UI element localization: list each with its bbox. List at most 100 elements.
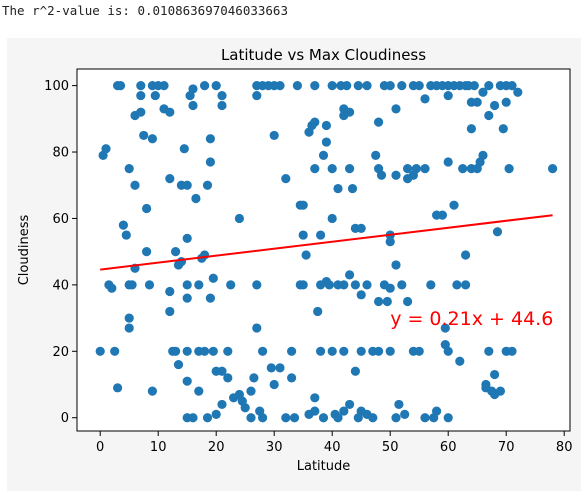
data-point bbox=[333, 413, 343, 423]
y-tick-label: 80 bbox=[52, 146, 69, 161]
r-squared-output: The r^2-value is: 0.010863697046033663 bbox=[2, 3, 288, 18]
data-point bbox=[121, 230, 131, 240]
data-point bbox=[339, 406, 349, 416]
data-point bbox=[345, 164, 355, 174]
y-axis-ticks: 0 20 40 60 80 100 bbox=[44, 79, 77, 426]
axes-background bbox=[77, 69, 570, 431]
data-point bbox=[490, 100, 500, 111]
data-point bbox=[356, 346, 366, 356]
data-point bbox=[130, 180, 140, 190]
y-axis-label: Cloudiness bbox=[17, 215, 32, 286]
data-point bbox=[411, 164, 421, 174]
data-point bbox=[478, 150, 488, 160]
data-point bbox=[443, 157, 453, 167]
data-point bbox=[513, 87, 523, 97]
data-point bbox=[165, 306, 175, 317]
data-point bbox=[182, 346, 192, 356]
data-point bbox=[391, 170, 401, 180]
data-point bbox=[484, 81, 494, 91]
data-point bbox=[147, 134, 157, 144]
data-point bbox=[191, 193, 201, 204]
data-point bbox=[382, 296, 392, 307]
data-point bbox=[342, 81, 352, 91]
data-point bbox=[266, 363, 276, 373]
data-point bbox=[165, 286, 175, 297]
data-point bbox=[420, 413, 430, 423]
data-point bbox=[200, 81, 210, 91]
data-point bbox=[339, 280, 349, 290]
x-tick-label: 10 bbox=[150, 440, 167, 455]
data-point bbox=[507, 346, 517, 356]
data-point bbox=[310, 164, 320, 174]
data-point bbox=[403, 164, 413, 174]
x-axis-ticks: 0 10 20 30 40 50 60 70 80 bbox=[96, 431, 572, 455]
data-point bbox=[507, 81, 517, 91]
data-point bbox=[385, 346, 395, 356]
data-point bbox=[397, 280, 407, 290]
data-point bbox=[458, 164, 468, 174]
data-point bbox=[385, 237, 395, 247]
data-point bbox=[298, 230, 308, 240]
data-point bbox=[298, 200, 308, 210]
x-axis-label: Latitude bbox=[297, 459, 351, 474]
x-tick-label: 80 bbox=[556, 440, 573, 455]
data-point bbox=[356, 290, 366, 300]
data-point bbox=[374, 346, 384, 356]
data-point bbox=[173, 359, 184, 370]
data-point bbox=[194, 280, 204, 290]
data-point bbox=[269, 379, 279, 390]
data-point bbox=[258, 413, 268, 423]
y-tick-label: 20 bbox=[52, 345, 69, 360]
data-point bbox=[327, 164, 337, 174]
data-point bbox=[240, 403, 250, 413]
data-point bbox=[202, 413, 213, 423]
data-point bbox=[298, 280, 308, 290]
data-point bbox=[188, 84, 198, 94]
x-tick-label: 60 bbox=[440, 440, 457, 455]
data-point bbox=[391, 413, 401, 423]
data-point bbox=[452, 280, 462, 290]
data-point bbox=[339, 346, 349, 356]
data-point bbox=[350, 366, 360, 376]
data-point bbox=[107, 283, 117, 293]
data-point bbox=[350, 280, 360, 290]
data-point bbox=[115, 81, 126, 91]
data-point bbox=[318, 150, 329, 160]
data-point bbox=[374, 117, 384, 127]
data-point bbox=[437, 210, 447, 220]
data-point bbox=[124, 164, 134, 174]
data-point bbox=[504, 164, 514, 174]
data-point bbox=[318, 413, 329, 423]
data-point bbox=[101, 144, 111, 154]
data-point bbox=[420, 164, 430, 174]
data-point bbox=[374, 296, 384, 307]
data-point bbox=[461, 250, 471, 260]
data-point bbox=[316, 230, 326, 240]
data-point bbox=[200, 346, 210, 356]
data-point bbox=[347, 183, 358, 194]
data-point bbox=[492, 227, 503, 237]
data-point bbox=[362, 81, 372, 91]
data-point bbox=[124, 323, 134, 333]
data-point bbox=[188, 100, 198, 111]
data-point bbox=[362, 280, 372, 290]
data-point bbox=[182, 376, 192, 386]
data-point bbox=[310, 406, 320, 416]
data-point bbox=[443, 346, 453, 356]
data-point bbox=[208, 346, 218, 356]
data-point bbox=[443, 413, 453, 423]
data-point bbox=[211, 409, 221, 419]
data-point bbox=[400, 409, 410, 419]
data-point bbox=[414, 81, 424, 91]
data-points bbox=[95, 81, 558, 423]
data-point bbox=[426, 280, 436, 290]
x-tick-label: 50 bbox=[382, 440, 399, 455]
data-point bbox=[498, 124, 508, 134]
data-point bbox=[432, 406, 442, 416]
y-tick-label: 0 bbox=[61, 411, 69, 426]
y-tick-label: 60 bbox=[52, 212, 69, 227]
data-point bbox=[414, 346, 424, 356]
data-point bbox=[420, 94, 430, 104]
data-point bbox=[182, 293, 192, 303]
data-point bbox=[188, 413, 198, 423]
